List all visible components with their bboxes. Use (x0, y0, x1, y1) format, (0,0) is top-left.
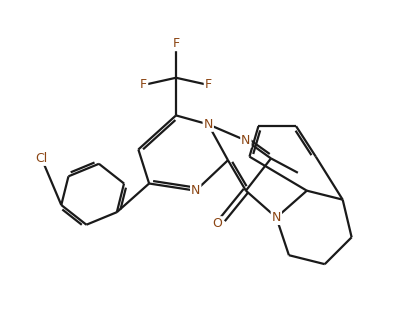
Text: N: N (203, 118, 213, 131)
Text: N: N (272, 211, 281, 224)
Text: N: N (241, 134, 250, 147)
Text: O: O (212, 217, 222, 230)
Text: F: F (140, 78, 147, 91)
Text: N: N (191, 184, 200, 197)
Text: Cl: Cl (36, 152, 48, 165)
Text: F: F (205, 78, 212, 91)
Text: F: F (173, 37, 180, 50)
